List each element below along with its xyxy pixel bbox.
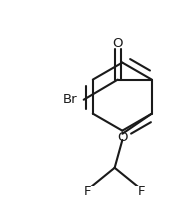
Text: F: F: [84, 185, 91, 198]
Text: F: F: [138, 185, 146, 198]
Text: O: O: [113, 37, 123, 50]
Text: O: O: [117, 131, 128, 144]
Text: Br: Br: [63, 93, 78, 106]
